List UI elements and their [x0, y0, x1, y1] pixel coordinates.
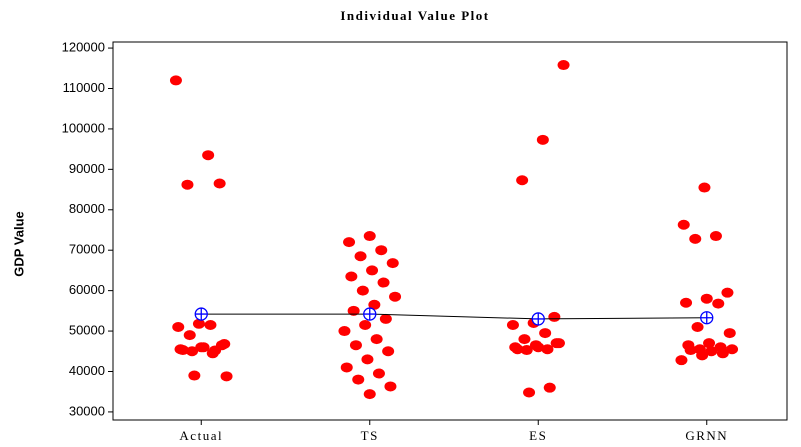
point	[536, 134, 549, 145]
point	[557, 60, 570, 71]
plot-frame	[112, 41, 788, 421]
point	[372, 368, 385, 379]
point	[705, 346, 718, 357]
point	[188, 370, 201, 381]
y-tick-label: 70000	[69, 242, 105, 257]
y-tick-label: 30000	[69, 403, 105, 418]
point	[354, 251, 367, 262]
point	[181, 179, 194, 190]
point	[375, 245, 388, 256]
point	[204, 319, 217, 330]
point	[552, 338, 565, 349]
point	[379, 313, 392, 324]
point	[721, 287, 734, 298]
point	[363, 389, 376, 400]
point	[709, 231, 722, 242]
point	[368, 299, 381, 310]
point	[197, 342, 210, 353]
point	[543, 382, 556, 393]
mean-cross	[363, 308, 376, 321]
point	[340, 362, 353, 373]
point	[703, 338, 716, 349]
y-tick-label: 50000	[69, 322, 105, 337]
point	[716, 348, 729, 359]
point	[363, 231, 376, 242]
point	[698, 182, 711, 193]
point	[691, 322, 704, 333]
point	[520, 345, 533, 356]
point	[506, 319, 519, 330]
point	[220, 371, 233, 382]
mean-line	[201, 313, 707, 320]
point	[384, 381, 397, 392]
point	[389, 291, 402, 302]
y-tick-label: 80000	[69, 201, 105, 216]
point	[186, 346, 199, 357]
point	[172, 322, 185, 333]
point	[539, 328, 552, 339]
point	[345, 271, 358, 282]
point	[213, 178, 226, 189]
point	[518, 334, 531, 345]
point	[202, 150, 215, 161]
point	[700, 293, 713, 304]
point	[712, 298, 725, 309]
y-tick-label: 120000	[62, 40, 105, 55]
point	[532, 342, 545, 353]
mean-cross	[700, 311, 713, 324]
point	[192, 318, 205, 329]
point	[183, 330, 196, 341]
chart-title: Individual Value Plot	[340, 8, 489, 23]
x-tick-label: TS	[361, 428, 379, 443]
point	[523, 387, 536, 398]
point	[677, 219, 690, 230]
point	[516, 175, 529, 186]
x-tick-label: Actual	[179, 428, 223, 443]
point	[723, 328, 736, 339]
point	[338, 326, 351, 337]
y-tick-label: 110000	[63, 80, 105, 95]
point	[218, 338, 231, 349]
y-axis-label: GDP Value	[11, 211, 26, 277]
y-tick-label: 90000	[69, 161, 105, 176]
point	[359, 319, 372, 330]
point	[176, 345, 189, 356]
point	[548, 311, 561, 322]
point	[377, 277, 390, 288]
mean-cross	[195, 308, 208, 321]
point	[347, 305, 360, 316]
point	[209, 345, 222, 356]
point	[675, 355, 688, 366]
point	[349, 340, 362, 351]
mean-cross	[532, 312, 545, 325]
point	[689, 233, 702, 244]
y-tick-label: 60000	[69, 282, 105, 297]
point	[726, 344, 739, 355]
point	[696, 350, 709, 361]
point	[511, 344, 524, 355]
y-tick-label: 100000	[62, 120, 105, 135]
point	[541, 344, 554, 355]
point	[169, 75, 182, 86]
point	[352, 374, 365, 385]
point	[370, 334, 383, 345]
point	[361, 354, 374, 365]
point	[343, 237, 356, 248]
x-tick-label: GRNN	[685, 428, 728, 443]
point	[382, 346, 395, 357]
point	[680, 297, 693, 308]
point	[356, 285, 369, 296]
point	[684, 345, 697, 356]
y-tick-label: 40000	[69, 363, 105, 378]
point	[366, 265, 379, 276]
point	[386, 258, 399, 269]
x-tick-label: ES	[529, 428, 547, 443]
